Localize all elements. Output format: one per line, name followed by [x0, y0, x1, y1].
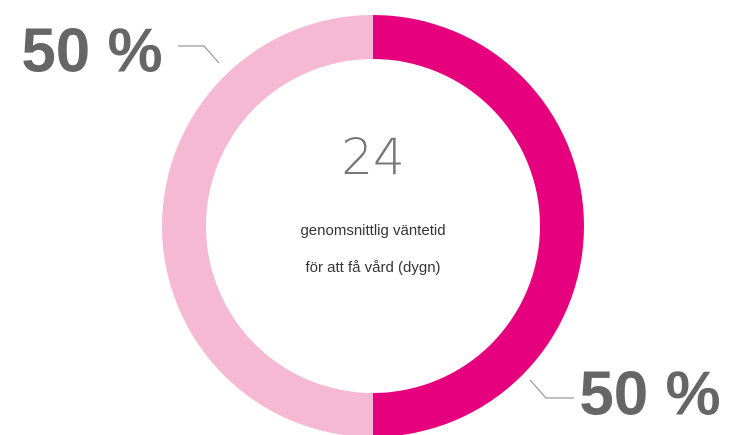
- donut-slice: [162, 15, 373, 435]
- value-label: 50 %: [579, 359, 720, 428]
- center-text: genomsnittlig väntetid för att få vård (…: [300, 222, 446, 276]
- donut-slice: [373, 15, 584, 435]
- center-value: 24: [341, 128, 405, 186]
- leader-line: [178, 45, 220, 64]
- leader-line: [529, 379, 574, 399]
- value-label: 50 %: [21, 16, 162, 85]
